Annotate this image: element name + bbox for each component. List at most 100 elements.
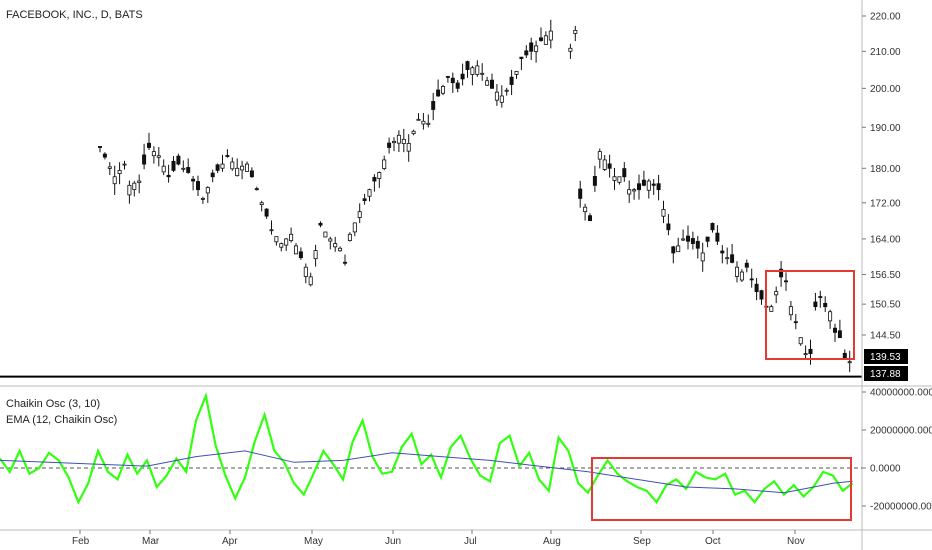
last-price-label: 139.53 xyxy=(870,352,901,363)
candle-body xyxy=(651,183,656,186)
chart-title: FACEBOOK, INC., D, BATS xyxy=(6,9,143,21)
candle-body xyxy=(847,361,852,364)
candle-body xyxy=(637,183,642,191)
last-price-tag xyxy=(864,366,908,381)
candle-body xyxy=(646,180,651,191)
candle-body xyxy=(769,306,774,312)
candle-body xyxy=(534,45,539,52)
candle-body xyxy=(137,180,142,183)
candle-body xyxy=(632,189,637,192)
candle-body xyxy=(568,47,573,52)
candle-body xyxy=(240,165,245,171)
candle-body xyxy=(808,348,813,355)
price-tick-label: 150.50 xyxy=(870,300,901,311)
candle-body xyxy=(171,160,176,171)
candle-body xyxy=(573,30,578,34)
candle-body xyxy=(494,91,499,101)
candle-body xyxy=(122,163,127,166)
candle-body xyxy=(774,291,779,296)
candle-body xyxy=(436,89,441,97)
candle-body xyxy=(666,223,671,231)
candle-body xyxy=(156,155,161,158)
candle-body xyxy=(450,77,455,84)
candle-body xyxy=(244,163,249,172)
candle-body xyxy=(818,296,823,298)
candle-body xyxy=(583,206,588,213)
osc-tick-label: 40000000.0000 xyxy=(870,388,932,399)
candle-body xyxy=(416,118,421,121)
candle-body xyxy=(784,280,789,283)
candle-body xyxy=(102,153,107,158)
candle-body xyxy=(803,353,808,356)
ema-legend-label: EMA (12, Chaikin Osc) xyxy=(6,414,118,426)
candle-body xyxy=(303,266,308,277)
candle-body xyxy=(161,165,166,173)
candle-body xyxy=(686,235,691,242)
candle-body xyxy=(460,73,465,80)
last-price-label: 137.88 xyxy=(870,369,901,380)
candle-body xyxy=(186,167,191,173)
candle-body xyxy=(387,142,392,148)
candle-body xyxy=(352,222,357,233)
last-price-tag xyxy=(864,349,908,364)
oscillator-lines xyxy=(0,391,862,521)
candle-body xyxy=(142,154,147,165)
candle-body xyxy=(117,169,122,175)
candle-body xyxy=(367,189,372,197)
candle-body xyxy=(759,290,764,300)
candle-body xyxy=(475,65,480,75)
candle-body xyxy=(396,134,401,144)
candle-body xyxy=(597,151,602,160)
candle-body xyxy=(146,142,151,148)
candle-body xyxy=(504,89,509,92)
candle-body xyxy=(259,202,264,206)
candle-body xyxy=(220,163,225,169)
candle-body xyxy=(411,130,416,135)
candle-body xyxy=(151,151,156,157)
candle-body xyxy=(328,238,333,242)
candle-body xyxy=(514,71,519,75)
time-tick-label: Jun xyxy=(385,536,401,547)
candle-body xyxy=(617,176,622,183)
chaikin-ema-line xyxy=(0,450,853,494)
price-overlays: 139.53 137.88 xyxy=(0,270,908,381)
candle-body xyxy=(195,181,200,191)
candle-body xyxy=(225,155,230,157)
candle-body xyxy=(293,245,298,255)
candle-body xyxy=(440,86,445,94)
candle-body xyxy=(298,251,303,259)
osc-tick-label: -20000000.0000 xyxy=(870,502,932,513)
candle-body xyxy=(695,240,700,249)
candle-body xyxy=(362,198,367,201)
candle-body xyxy=(338,247,343,252)
candle-body xyxy=(641,179,646,186)
candle-body xyxy=(828,311,833,322)
candle-body xyxy=(382,159,387,169)
candle-body xyxy=(107,166,112,169)
candle-body xyxy=(524,50,529,56)
price-tick-label: 156.50 xyxy=(870,270,901,281)
candle-body xyxy=(445,76,450,78)
candle-body xyxy=(274,236,279,243)
candle-body xyxy=(308,276,313,286)
time-tick-label: Feb xyxy=(72,536,90,547)
price-tick-label: 210.00 xyxy=(870,47,901,58)
candle-body xyxy=(279,243,284,248)
candle-body xyxy=(254,188,259,191)
candle-body xyxy=(455,82,460,89)
oscillator-legend-label: Chaikin Osc (3, 10) xyxy=(6,398,101,410)
price-tick-label: 200.00 xyxy=(870,84,901,95)
candle-body xyxy=(132,182,137,191)
price-tick-label: 172.00 xyxy=(870,198,901,209)
osc-highlight-box xyxy=(591,457,852,521)
candle-body xyxy=(357,211,362,218)
candle-body xyxy=(715,232,720,242)
candle-body xyxy=(720,250,725,254)
time-tick-label: Mar xyxy=(142,536,160,547)
candle-body xyxy=(661,209,666,217)
candle-body xyxy=(205,187,210,194)
candle-body xyxy=(318,222,323,226)
candle-body xyxy=(725,257,730,260)
candle-body xyxy=(833,327,838,333)
candle-body xyxy=(813,301,818,308)
